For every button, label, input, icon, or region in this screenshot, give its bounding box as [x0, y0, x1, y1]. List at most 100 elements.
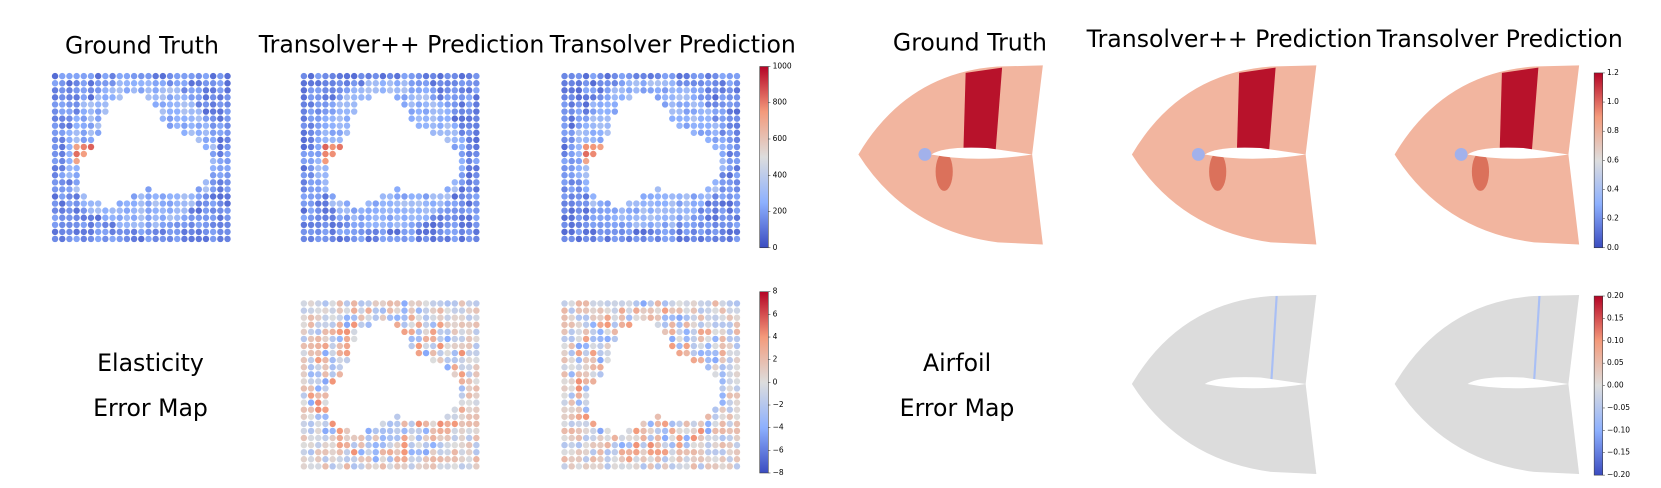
node [733, 200, 741, 207]
node [152, 221, 159, 229]
node [386, 200, 394, 207]
node [73, 186, 80, 193]
node [611, 94, 619, 101]
node [51, 72, 59, 80]
node [561, 108, 568, 115]
node [343, 87, 351, 94]
node [625, 314, 633, 321]
node [408, 101, 415, 108]
node [473, 371, 480, 378]
node [669, 108, 676, 115]
node [415, 228, 423, 236]
node [322, 349, 329, 357]
node [94, 221, 102, 229]
node [568, 214, 575, 221]
node [733, 420, 741, 428]
node [159, 115, 167, 122]
node [705, 441, 712, 449]
node [422, 314, 430, 321]
node [217, 214, 224, 221]
node [473, 434, 480, 442]
node [561, 193, 568, 200]
node [444, 349, 451, 357]
node [66, 221, 73, 229]
node [561, 80, 568, 87]
node [408, 448, 415, 456]
node [611, 101, 619, 108]
node [152, 101, 159, 108]
node [109, 87, 116, 94]
node [51, 157, 59, 165]
node [597, 101, 604, 108]
node [561, 172, 568, 179]
node [690, 200, 698, 207]
node [669, 300, 676, 307]
node [669, 214, 676, 221]
node [676, 101, 683, 108]
node [138, 214, 145, 221]
node [300, 87, 308, 94]
node [408, 200, 415, 207]
node [654, 228, 662, 236]
node [73, 235, 80, 243]
node [712, 441, 719, 449]
node [336, 214, 344, 221]
node [697, 434, 705, 442]
node [712, 371, 719, 378]
node [430, 87, 437, 94]
node [300, 349, 308, 357]
node [379, 300, 387, 307]
node [437, 87, 444, 94]
node [358, 321, 365, 328]
node [152, 235, 159, 243]
node [733, 136, 741, 144]
node [575, 235, 583, 243]
node [582, 80, 590, 87]
node [473, 108, 480, 115]
node [633, 441, 640, 449]
node [676, 200, 683, 207]
node [87, 143, 95, 151]
node [582, 214, 590, 221]
node [451, 200, 459, 207]
node [174, 115, 181, 122]
node [408, 427, 415, 435]
node [94, 94, 102, 101]
node [188, 87, 195, 94]
node [217, 136, 224, 144]
node [315, 186, 322, 193]
node [561, 115, 568, 122]
node [465, 364, 473, 371]
node [51, 164, 59, 172]
node [300, 364, 308, 371]
node [322, 413, 329, 421]
node [473, 427, 480, 435]
node [705, 307, 712, 314]
node [365, 427, 372, 435]
node [329, 228, 336, 236]
node [145, 207, 152, 214]
node [705, 115, 712, 122]
node [458, 136, 466, 144]
node [209, 235, 217, 243]
node [465, 235, 473, 243]
node [568, 392, 575, 399]
node [379, 221, 387, 229]
node [705, 321, 712, 328]
node [307, 235, 315, 243]
node [575, 406, 583, 413]
node [430, 235, 437, 243]
node [458, 143, 466, 151]
node [568, 143, 575, 151]
node [575, 108, 583, 115]
node [437, 356, 444, 364]
node [372, 228, 379, 236]
node [611, 314, 619, 321]
node [683, 420, 690, 428]
node [604, 207, 611, 214]
node [202, 214, 210, 221]
node [59, 87, 66, 94]
node [188, 214, 195, 221]
node [733, 115, 741, 122]
node [705, 335, 712, 343]
